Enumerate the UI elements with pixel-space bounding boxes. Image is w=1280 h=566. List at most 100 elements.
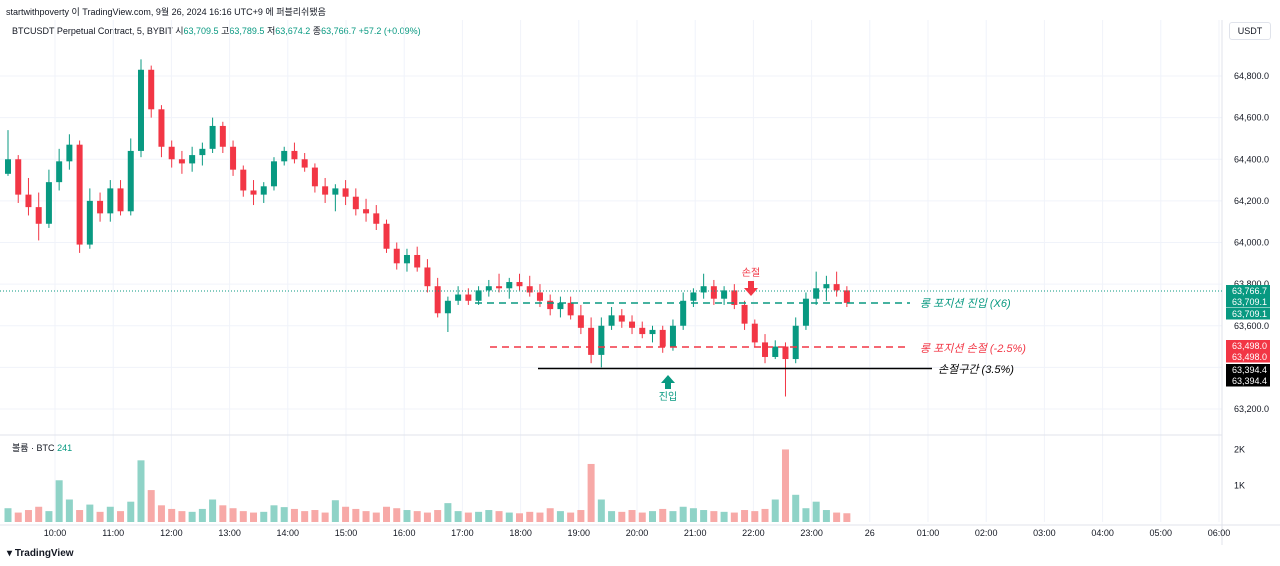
pane-dividers [0,20,1280,545]
volume-bar [577,510,585,522]
volume-bar [526,511,534,522]
grid [0,20,1222,522]
time-tick-label: 04:00 [1091,528,1114,538]
volume-bar [587,463,595,522]
candle-body [107,188,114,214]
volume-bar [65,499,73,522]
candle-body [230,146,237,170]
low-value: 63,674.2 [275,26,311,36]
volume-bar [812,501,820,522]
candle-body [199,148,206,156]
volume-bar [403,510,411,522]
volume-bar [781,449,789,522]
price-tag-box [1226,308,1270,320]
price-tag-box [1226,296,1270,308]
candle-body [813,288,820,299]
candle-body [178,159,185,164]
candle-body [526,286,533,293]
candle-body [260,186,267,195]
currency-button[interactable]: USDT [1229,22,1271,40]
price-tag-box [1226,340,1270,352]
time-axis[interactable]: 10:00 11:00 12:00 13:00 14:00 15:00 16:00 17:00… [44,528,1231,538]
stop-line-label: 롱 포지션 손절 (-2.5%) [920,342,1026,355]
stop-arrow-label: 손절 [742,266,760,279]
candle-body [680,300,687,326]
candle-body [393,248,400,264]
price-tag-label: 63,394.4 [1232,376,1267,386]
volume-bar [679,506,687,522]
candle-body [762,342,769,357]
volume-bar [250,512,258,522]
volume-bar [14,512,22,522]
candle-body [782,346,789,360]
candle-body [669,325,676,347]
volume-bar [536,512,544,522]
volume-bar [372,512,380,522]
candle-body [557,302,564,310]
low-label: 저 [266,26,276,36]
time-tick-label: 01:00 [917,528,940,538]
price-tick-label: 63,200.0 [1234,404,1269,414]
price-tag-label: 63,766.7 [1232,286,1267,296]
horizontal-levels [0,290,1222,370]
stop-arrow-icon [744,281,758,296]
price-tag-box [1226,351,1270,363]
change-value: +57.2 (+0.09%) [358,26,421,36]
candle-body [86,200,93,245]
candle-body [823,284,830,289]
candle-body [618,315,625,322]
time-tick-label: 14:00 [277,528,300,538]
candle-body [731,290,738,305]
volume-bar [546,508,554,522]
entry-arrow-label: 진입 [659,390,677,403]
volume-bars [4,449,851,522]
candle-body [5,159,11,174]
candle-body [516,282,523,287]
candle-body [291,150,298,160]
time-tick-label: 17:00 [451,528,474,538]
price-tick-label: 64,000.0 [1234,238,1269,248]
candle-body [547,300,554,310]
candle-body [588,327,595,355]
candle-body [270,161,277,187]
time-tick-label: 13:00 [218,528,241,538]
price-tag-label: 63,709.1 [1232,309,1267,319]
volume-bar [689,508,697,522]
candle-body [322,186,329,195]
candle-body [117,188,124,212]
volume-bar [669,511,677,522]
price-tick-label: 64,400.0 [1234,154,1269,164]
volume-bar [638,512,646,522]
price-tick-label: 64,600.0 [1234,113,1269,123]
volume-bar [117,511,125,522]
price-tag-label: 63,394.4 [1232,365,1267,375]
candle-body [76,144,83,245]
candle-body [127,150,134,212]
candle-body [649,329,656,335]
price-tick-label: 64,200.0 [1234,196,1269,206]
volume-bar [434,510,442,522]
time-tick-label: 18:00 [509,528,532,538]
volume-bar [188,511,196,522]
volume-bar [311,510,319,522]
volume-bar [96,511,104,522]
candle-body [403,254,410,264]
candle-body [189,155,196,164]
candle-body [434,286,441,314]
price-axis[interactable]: 63,200.063,400.063,600.063,800.064,000.0… [1234,71,1269,414]
symbol-name[interactable]: BTCUSDT Perpetual Contract, 5, BYBIT [12,26,173,36]
volume-bar [730,512,738,522]
volume-bar [239,511,247,522]
volume-tick-label: 1K [1234,481,1245,491]
publish-line: startwithpoverty 이 TradingView.com, 9월 2… [6,7,326,17]
candle-body [281,150,288,162]
volume-bar [24,510,32,522]
candle-body [311,167,318,187]
volume-bar [342,506,350,522]
volume-bar [331,500,339,522]
candle-body [342,188,349,197]
stop-zone-label: 손절구간 (3.5%) [938,363,1014,376]
tradingview-logo[interactable]: ▾ TradingView [7,548,74,559]
candle-body [792,325,799,360]
